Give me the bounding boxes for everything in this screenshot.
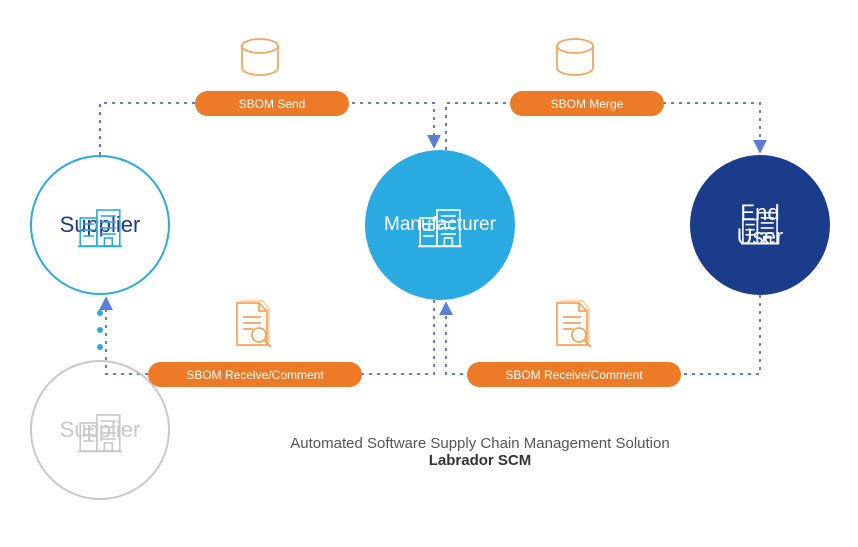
building-icon xyxy=(78,413,122,453)
sbom-receive-pill: SBOM Receive/Comment xyxy=(148,362,362,387)
sbom-receive-label: SBOM Receive/Comment xyxy=(505,368,642,382)
manufacturer-node: Manufacturer xyxy=(365,150,515,300)
caption: Automated Software Supply Chain Manageme… xyxy=(270,435,690,469)
sbom-receive-pill: SBOM Receive/Comment xyxy=(467,362,681,387)
sbom-merge-pill: SBOM Merge xyxy=(510,91,664,116)
document-search-icon xyxy=(229,299,281,351)
database-icon xyxy=(238,38,282,78)
building-icon xyxy=(418,208,462,248)
sbom-send-pill: SBOM Send xyxy=(195,91,349,116)
sbom-merge-label: SBOM Merge xyxy=(551,97,624,111)
document-search-icon xyxy=(549,299,601,351)
sbom-send-label: SBOM Send xyxy=(239,97,306,111)
database-icon xyxy=(553,38,597,78)
building-icon xyxy=(78,208,122,248)
caption-line1: Automated Software Supply Chain Manageme… xyxy=(290,435,669,452)
supplier-node: Supplier xyxy=(30,155,170,295)
sbom-receive-label: SBOM Receive/Comment xyxy=(186,368,323,382)
caption-line2: Labrador SCM xyxy=(429,452,532,469)
building-icon xyxy=(741,211,779,245)
end-user-node: End User xyxy=(690,155,830,295)
ellipsis-dots xyxy=(90,303,110,357)
